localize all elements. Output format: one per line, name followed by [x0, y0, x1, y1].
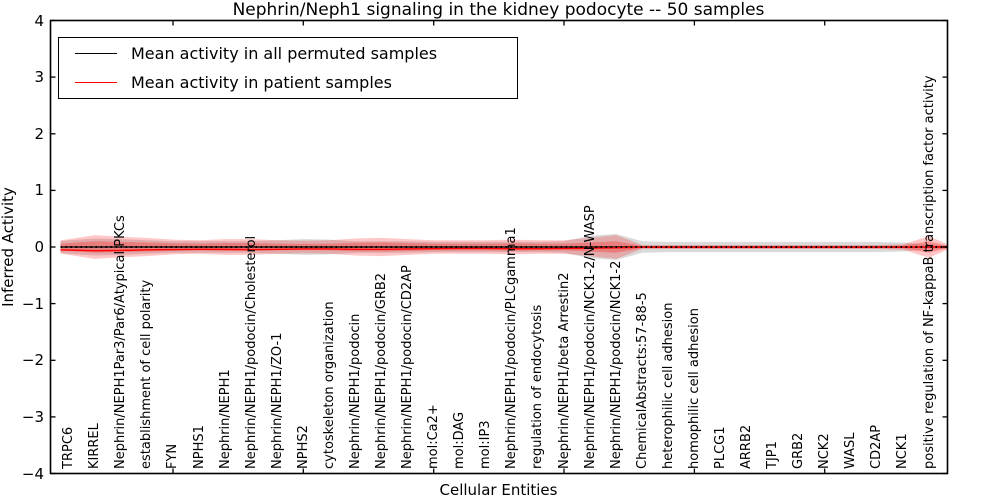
x-tick-label: Nephrin/NEPH1 [217, 369, 233, 469]
legend: Mean activity in all permuted samples Me… [58, 37, 518, 99]
x-tick-label: mol:IP3 [478, 420, 494, 469]
x-tick-label: KIRREL [87, 423, 103, 469]
y-tick-label: −4 [21, 464, 44, 483]
legend-line-red-icon [75, 82, 117, 84]
x-tick-label: Nephrin/NEPH1/podocin/NCK1-2 [608, 260, 624, 469]
x-tick-label: NCK2 [817, 433, 833, 469]
x-tick-label: mol:DAG [452, 411, 468, 469]
x-tick-label: TJP1 [765, 441, 781, 469]
y-tick-label: −2 [21, 351, 44, 370]
y-tick-label: 0 [34, 238, 44, 256]
y-tick-label: −3 [21, 407, 44, 426]
x-tick-label: Nephrin/NEPH1/podocin/Cholesterol [243, 235, 259, 469]
x-tick-label: ChemicalAbstracts:57-88-5 [634, 292, 650, 469]
x-axis-label: Cellular Entities [439, 481, 558, 499]
x-tick-label: CD2AP [869, 424, 885, 469]
x-tick-label: TRPC6 [61, 426, 77, 469]
y-tick-label: −1 [21, 294, 44, 313]
x-tick-label: GRB2 [791, 432, 807, 469]
y-tick-label: 4 [34, 11, 44, 30]
x-tick-label: heterophilic cell adhesion [660, 302, 676, 470]
legend-entry-patient: Mean activity in patient samples [59, 68, 517, 97]
x-tick-label: Nephrin/NEPH1/podocin [347, 313, 363, 469]
legend-label-patient: Mean activity in patient samples [131, 73, 392, 93]
x-tick-label: Nephrin/NEPH1/podocin/PLCgamma1 [504, 227, 520, 469]
x-tick-label: Nephrin/NEPH1/beta Arrestin2 [556, 272, 572, 470]
legend-entry-permuted: Mean activity in all permuted samples [59, 39, 517, 68]
x-tick-label: mol:Ca2+ [426, 404, 442, 469]
y-tick-label: 3 [34, 68, 44, 87]
x-tick-label: Nephrin/NEPH1/podocin/GRB2 [374, 272, 390, 469]
x-tick-label: regulation of endocytosis [530, 304, 546, 469]
x-tick-label: Nephrin/NEPH1Par3/Par6/Atypical PKCs [113, 215, 129, 469]
x-tick-label: Nephrin/NEPH1/podocin/CD2AP [400, 265, 416, 469]
x-tick-label: Nephrin/NEPH1/podocin/NCK1-2/N-WASP [582, 205, 598, 469]
x-tick-label: ARRB2 [739, 424, 754, 469]
x-tick-label: WASL [843, 432, 859, 469]
legend-line-black-icon [75, 52, 117, 54]
y-tick-label: 1 [34, 181, 44, 200]
x-tick-label: NCK1 [895, 433, 911, 469]
x-tick-label: homophilic cell adhesion [686, 308, 702, 469]
x-tick-label: NPHS2 [295, 425, 311, 469]
x-tick-label: Nephrin/NEPH1/ZO-1 [269, 332, 285, 469]
x-tick-label: positive regulation of NF-kappaB transcr… [921, 75, 937, 469]
line-patient-mean [60, 246, 948, 252]
x-tick-label: establishment of cell polarity [139, 279, 155, 469]
x-tick-label: FYN [165, 443, 181, 469]
y-tick-label: 2 [34, 124, 44, 143]
chart-title: Nephrin/Neph1 signaling in the kidney po… [232, 0, 765, 20]
legend-label-permuted: Mean activity in all permuted samples [131, 43, 438, 63]
x-tick-label: PLCG1 [712, 426, 728, 469]
x-tick-label: NPHS1 [191, 425, 207, 469]
x-tick-label: cytoskeleton organization [321, 301, 337, 469]
